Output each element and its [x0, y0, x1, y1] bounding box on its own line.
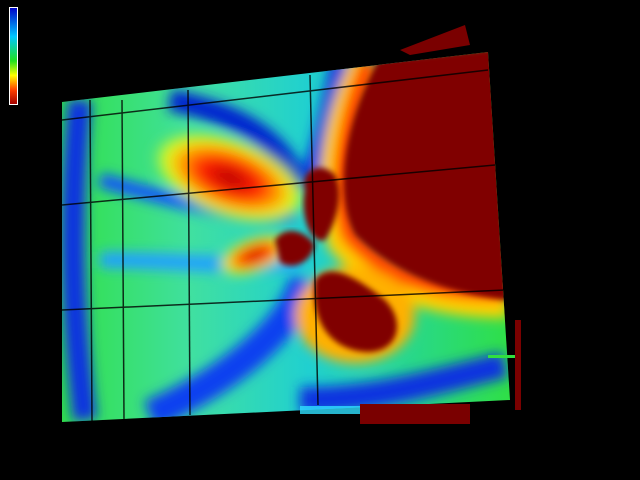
field-plate	[62, 52, 510, 422]
edge-artifacts	[300, 25, 521, 424]
colorbar-gradient	[9, 7, 18, 105]
colorbar	[9, 7, 18, 105]
